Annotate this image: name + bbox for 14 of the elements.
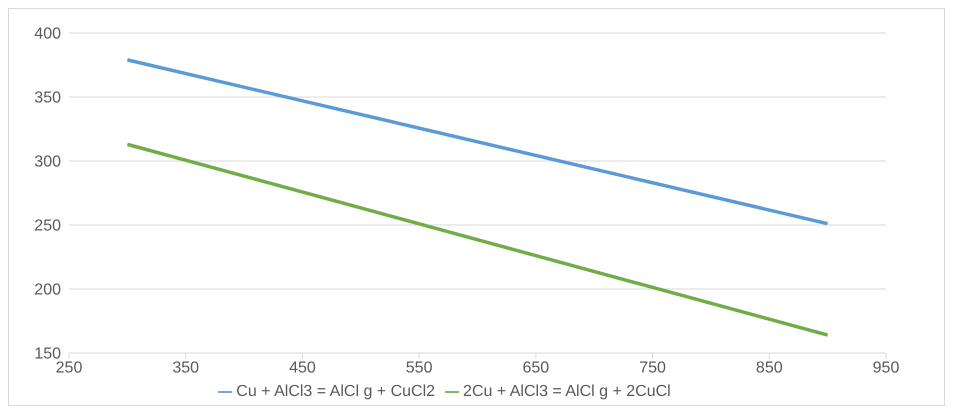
x-tick-label: 950	[872, 359, 900, 376]
legend-label: 2Cu + AlCl3 = AlCl g + 2CuCl	[463, 383, 671, 400]
x-tick-label: 850	[756, 359, 783, 376]
y-tick-label: 300	[34, 154, 62, 171]
x-tick-label: 750	[639, 359, 666, 376]
y-tick-label: 250	[34, 218, 62, 235]
x-tick-label: 350	[172, 359, 200, 376]
x-tick-label: 450	[289, 359, 316, 376]
y-tick-label: 350	[34, 90, 62, 107]
y-tick-label: 200	[34, 282, 62, 299]
x-tick-label: 650	[522, 359, 550, 376]
legend-label: Cu + AlCl3 = AlCl g + CuCl2	[236, 383, 436, 400]
x-tick-label: 550	[406, 359, 433, 376]
y-tick-label: 400	[34, 26, 62, 43]
